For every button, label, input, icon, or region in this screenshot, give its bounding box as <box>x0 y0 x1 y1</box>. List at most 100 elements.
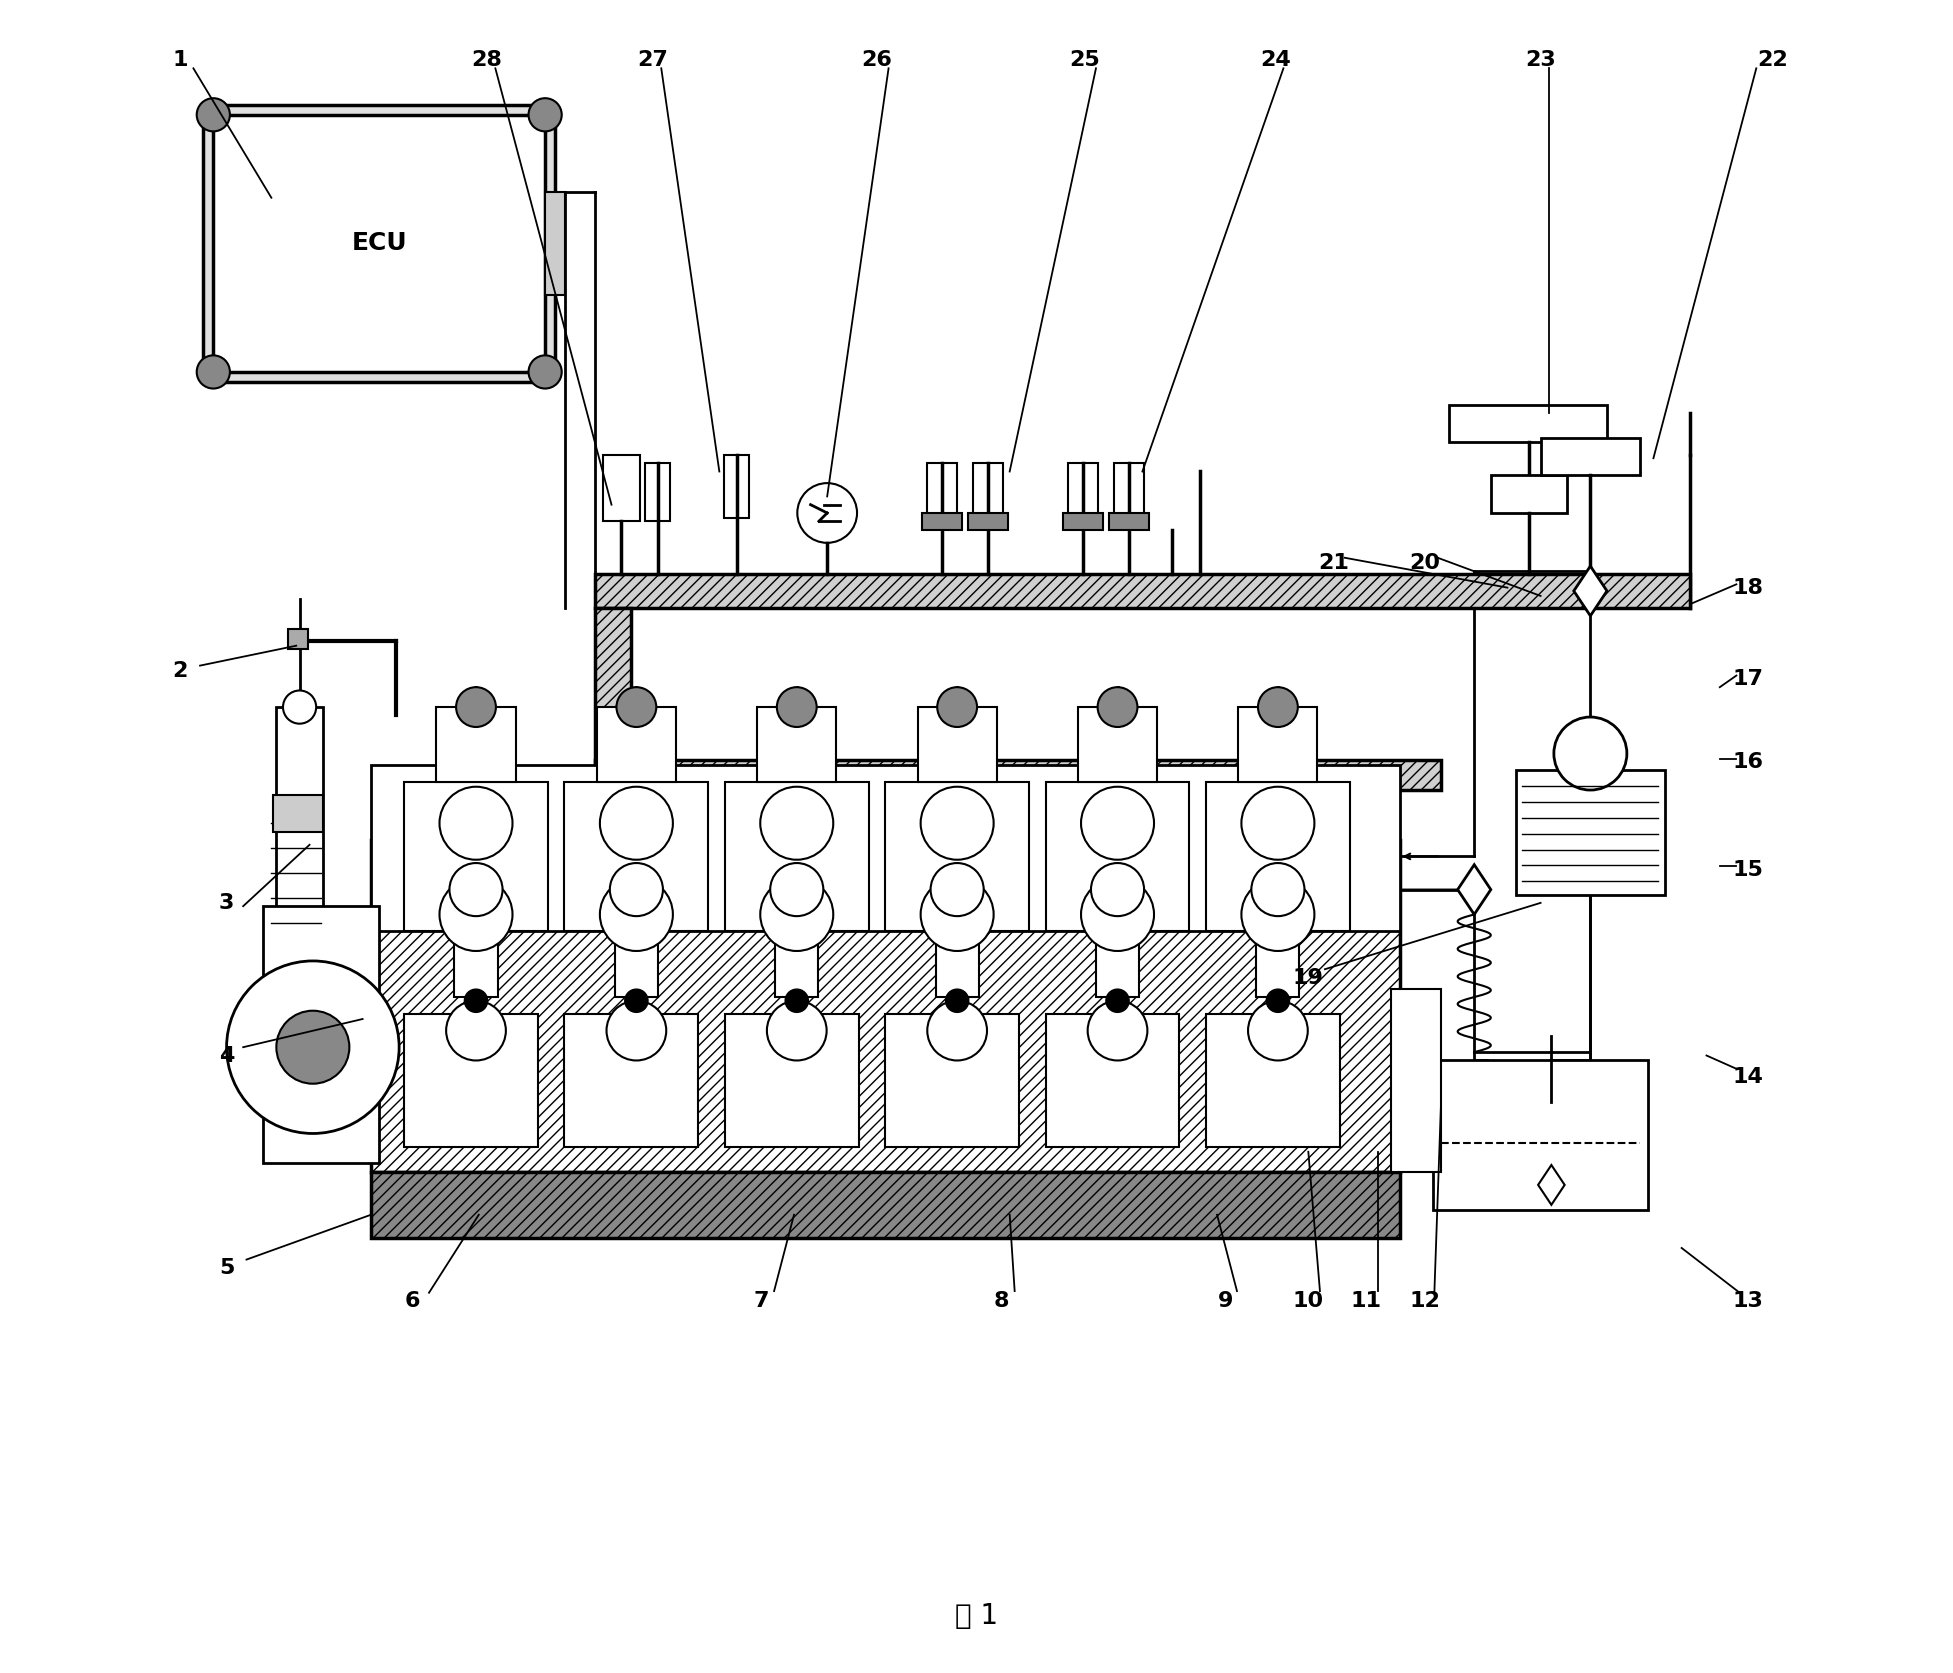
Bar <box>1078 708 1156 781</box>
Circle shape <box>1098 688 1137 728</box>
Polygon shape <box>1457 865 1490 915</box>
Bar <box>1238 708 1318 781</box>
Bar <box>1449 405 1607 442</box>
Text: 18: 18 <box>1732 577 1764 597</box>
Bar <box>725 781 869 932</box>
Circle shape <box>197 99 230 132</box>
Text: 14: 14 <box>1732 1067 1764 1087</box>
Circle shape <box>600 878 674 950</box>
Bar <box>644 463 670 522</box>
Bar <box>1062 514 1103 530</box>
Circle shape <box>457 688 496 728</box>
Circle shape <box>1088 1000 1148 1061</box>
Circle shape <box>529 355 562 388</box>
Bar <box>1207 781 1350 932</box>
Circle shape <box>1248 1000 1309 1061</box>
Text: 20: 20 <box>1408 552 1439 572</box>
Bar <box>615 932 658 997</box>
Text: 23: 23 <box>1525 50 1557 70</box>
Bar <box>277 708 322 923</box>
Bar <box>287 629 309 649</box>
Circle shape <box>777 688 816 728</box>
Text: 10: 10 <box>1293 1292 1324 1312</box>
Bar <box>564 781 709 932</box>
Bar <box>1207 1014 1340 1146</box>
Bar <box>436 708 516 781</box>
Bar <box>1115 463 1144 519</box>
Circle shape <box>283 691 316 724</box>
Text: 11: 11 <box>1351 1292 1383 1312</box>
Circle shape <box>1092 863 1144 917</box>
Circle shape <box>1242 878 1314 950</box>
Bar <box>1434 1061 1648 1210</box>
Text: 2: 2 <box>172 661 187 681</box>
Circle shape <box>760 878 834 950</box>
Bar <box>273 795 322 831</box>
Bar <box>264 907 379 1163</box>
Text: 12: 12 <box>1408 1292 1439 1312</box>
Bar <box>371 1171 1400 1238</box>
Bar <box>922 514 961 530</box>
Circle shape <box>1252 863 1305 917</box>
Bar <box>1096 932 1139 997</box>
Bar <box>1256 932 1299 997</box>
Circle shape <box>760 786 834 860</box>
Circle shape <box>930 863 984 917</box>
Circle shape <box>920 786 994 860</box>
Circle shape <box>1082 878 1154 950</box>
Circle shape <box>1242 786 1314 860</box>
Text: 25: 25 <box>1068 50 1100 70</box>
Bar <box>1490 475 1566 514</box>
Bar <box>564 1014 699 1146</box>
Text: 26: 26 <box>861 50 893 70</box>
Polygon shape <box>1574 565 1607 616</box>
Text: 28: 28 <box>471 50 502 70</box>
Text: 7: 7 <box>754 1292 769 1312</box>
Text: 8: 8 <box>994 1292 1010 1312</box>
Circle shape <box>625 989 648 1012</box>
Text: 5: 5 <box>219 1258 234 1278</box>
Circle shape <box>785 989 809 1012</box>
Bar <box>596 574 1689 607</box>
Text: 4: 4 <box>219 1046 234 1066</box>
Circle shape <box>449 863 502 917</box>
Bar <box>603 455 641 522</box>
Circle shape <box>928 1000 986 1061</box>
Bar <box>404 1014 537 1146</box>
Bar <box>885 781 1029 932</box>
Bar <box>1045 781 1189 932</box>
Bar <box>725 455 750 519</box>
Circle shape <box>609 863 662 917</box>
Text: 9: 9 <box>1217 1292 1232 1312</box>
Bar <box>1109 514 1148 530</box>
Bar <box>775 932 818 997</box>
Text: 6: 6 <box>404 1292 420 1312</box>
Bar <box>918 708 996 781</box>
Text: 27: 27 <box>637 50 668 70</box>
Bar <box>969 514 1008 530</box>
Bar <box>1045 1014 1180 1146</box>
Circle shape <box>768 1000 826 1061</box>
Text: 22: 22 <box>1758 50 1789 70</box>
Text: 17: 17 <box>1732 669 1764 689</box>
Bar <box>1391 989 1441 1171</box>
Circle shape <box>1082 786 1154 860</box>
Bar <box>404 781 549 932</box>
Bar <box>596 760 1441 790</box>
Circle shape <box>769 863 824 917</box>
Text: 1: 1 <box>172 50 187 70</box>
Bar <box>725 1014 859 1146</box>
Circle shape <box>197 355 230 388</box>
Bar <box>371 840 1400 1171</box>
Text: 19: 19 <box>1293 967 1324 987</box>
Circle shape <box>945 989 969 1012</box>
Circle shape <box>607 1000 666 1061</box>
Circle shape <box>439 878 512 950</box>
Text: 3: 3 <box>219 893 234 913</box>
Circle shape <box>277 1010 350 1084</box>
Circle shape <box>445 1000 506 1061</box>
Bar <box>1516 770 1666 895</box>
Bar <box>213 115 545 371</box>
Bar <box>885 1014 1019 1146</box>
Circle shape <box>1266 989 1289 1012</box>
